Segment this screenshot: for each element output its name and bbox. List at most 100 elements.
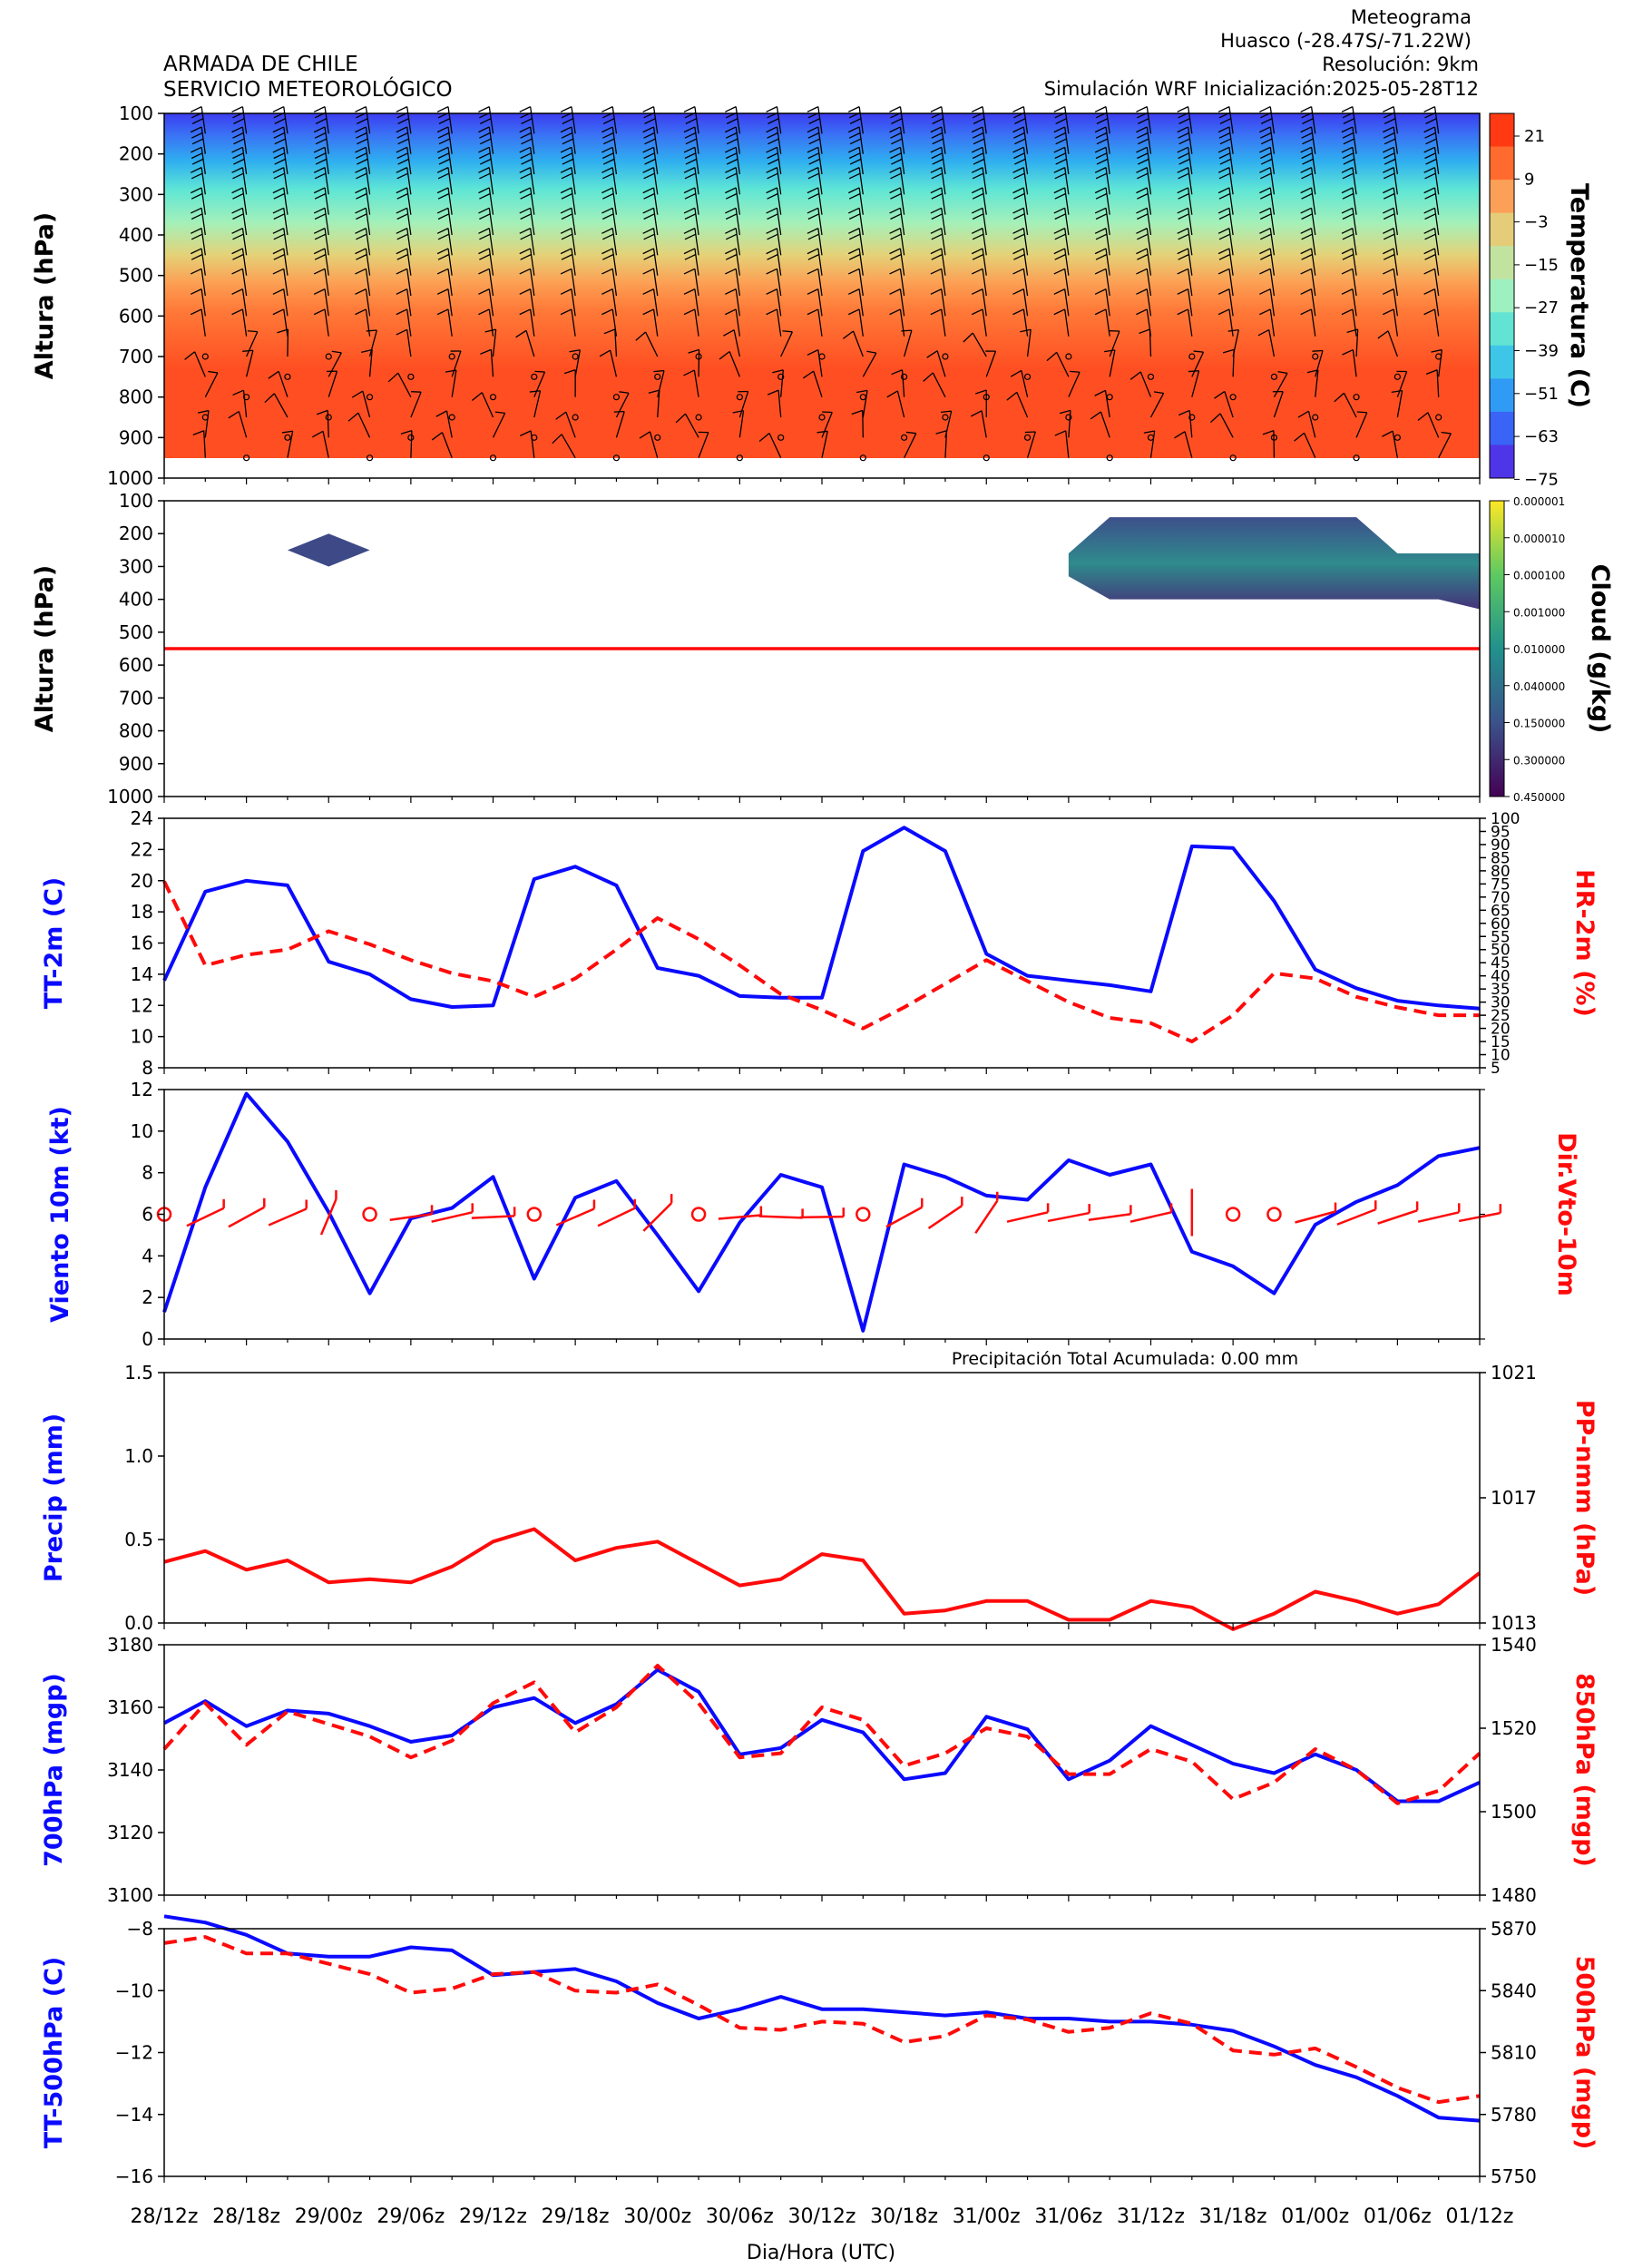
barb-flag <box>1302 118 1314 124</box>
barb-flag <box>971 228 983 234</box>
barb-flag <box>1383 213 1395 220</box>
barb-flag <box>190 106 202 112</box>
barb-staff <box>615 392 630 418</box>
x-tick-label: 30/18z <box>870 2205 938 2228</box>
barb-flag <box>357 138 368 145</box>
barb-staff <box>571 248 576 276</box>
barb-staff <box>821 412 833 438</box>
barb-flag <box>972 213 984 220</box>
barb-staff <box>241 208 248 236</box>
barb-staff <box>693 369 699 397</box>
barb-staff <box>1187 126 1193 154</box>
barb-flag <box>1383 106 1394 112</box>
y-tick-label: 0 <box>142 1328 153 1350</box>
barb-staff <box>1149 328 1152 357</box>
barb-flag <box>1423 268 1435 275</box>
barb-staff <box>571 187 576 215</box>
barb-staff <box>1064 187 1070 215</box>
barb-staff <box>817 126 823 154</box>
barb-staff <box>776 288 782 317</box>
calm-marker <box>1312 414 1319 421</box>
barb-flag <box>396 192 408 200</box>
y-tick-label: 12 <box>131 994 153 1016</box>
barb-flag <box>889 268 901 275</box>
barb-flag <box>807 207 819 214</box>
barb-flag <box>1334 392 1345 403</box>
y2-tick-label: 20 <box>1491 1021 1511 1039</box>
barb-flag <box>356 253 367 260</box>
barb-staff <box>283 288 288 317</box>
barb-staff <box>241 106 248 134</box>
barb-flag <box>842 330 854 339</box>
barb-flag <box>971 248 983 255</box>
barb-staff <box>694 167 699 195</box>
barb-staff <box>896 390 905 418</box>
barb-flag <box>1137 138 1149 145</box>
barb-flag <box>313 228 326 234</box>
barb-staff <box>941 208 946 236</box>
barb-flag <box>355 187 367 194</box>
barb-flag <box>1383 152 1395 160</box>
wind-direction-barb <box>1129 1211 1172 1223</box>
y2-tick-label: 55 <box>1491 928 1511 946</box>
barb-flag <box>1259 126 1271 133</box>
barb-flag <box>479 132 491 139</box>
barb-flag <box>930 146 943 153</box>
barb-staff <box>776 248 782 276</box>
barb-flag <box>601 248 613 255</box>
barb-staff <box>1228 288 1234 317</box>
barb-flag <box>1046 351 1058 362</box>
y2-tick-label: 5870 <box>1491 1918 1537 1940</box>
y-tick-label: 500 <box>119 621 153 643</box>
barb-flag <box>725 288 737 295</box>
barb-flag <box>1260 192 1272 200</box>
wind-direction-barb <box>718 1214 761 1220</box>
barb-staff <box>776 126 782 154</box>
barb-flag <box>1095 233 1108 240</box>
barb-flag <box>725 308 737 316</box>
barb-staff <box>283 308 288 337</box>
barb-flag <box>931 152 943 160</box>
barb-flag <box>274 158 286 165</box>
barb-staff <box>362 390 371 418</box>
barb-flag <box>366 329 377 332</box>
y2-tick-label: 1013 <box>1491 1612 1537 1634</box>
barb-flag <box>1259 167 1271 173</box>
barb-staff <box>533 390 542 418</box>
barb-staff <box>657 390 660 418</box>
barb-staff <box>200 269 206 297</box>
barb-staff <box>488 167 494 195</box>
barb-staff <box>1105 228 1110 256</box>
barb-flag <box>520 172 532 180</box>
barb-flag <box>436 248 449 255</box>
y2-tick-label: 5780 <box>1491 2104 1537 2126</box>
barb-staff <box>200 187 206 215</box>
barb-flag <box>683 146 696 153</box>
barb-flag <box>247 330 258 333</box>
panel-temperature-profile: 100 200 300 400 500 600 700 800 900 1000 Altura (… <box>31 103 1593 489</box>
barb-staff <box>1022 167 1029 195</box>
barb-flag <box>1431 348 1442 353</box>
barb-flag <box>807 268 819 275</box>
panel-background <box>164 1090 1480 1339</box>
y2-tick-label: 50 <box>1491 942 1511 960</box>
barb-flag <box>1053 268 1065 275</box>
y2-tick-label: 10 <box>1491 1047 1511 1065</box>
barb-staff <box>1352 106 1357 134</box>
barb-flag <box>560 207 572 214</box>
barb-flag <box>601 126 613 133</box>
barb-flag <box>519 126 531 133</box>
barb-flag <box>1301 152 1313 160</box>
barb-staff <box>1105 288 1110 317</box>
barb-staff <box>1068 371 1081 397</box>
barb-staff <box>649 431 659 458</box>
barb-staff <box>529 167 535 195</box>
barb-flag <box>479 213 491 220</box>
y-axis-label: Altura (hPa) <box>31 212 59 379</box>
barb-flag <box>1095 152 1108 160</box>
y-tick-label: 3100 <box>107 1884 153 1906</box>
barb-staff <box>1273 391 1284 418</box>
barb-staff <box>1303 432 1316 458</box>
barb-flag <box>560 228 572 234</box>
panel-temp_geop_500: −16 −14 −12 −10 −8 5750 5780 5810 5840 5870 TT-500… <box>40 1914 1599 2187</box>
